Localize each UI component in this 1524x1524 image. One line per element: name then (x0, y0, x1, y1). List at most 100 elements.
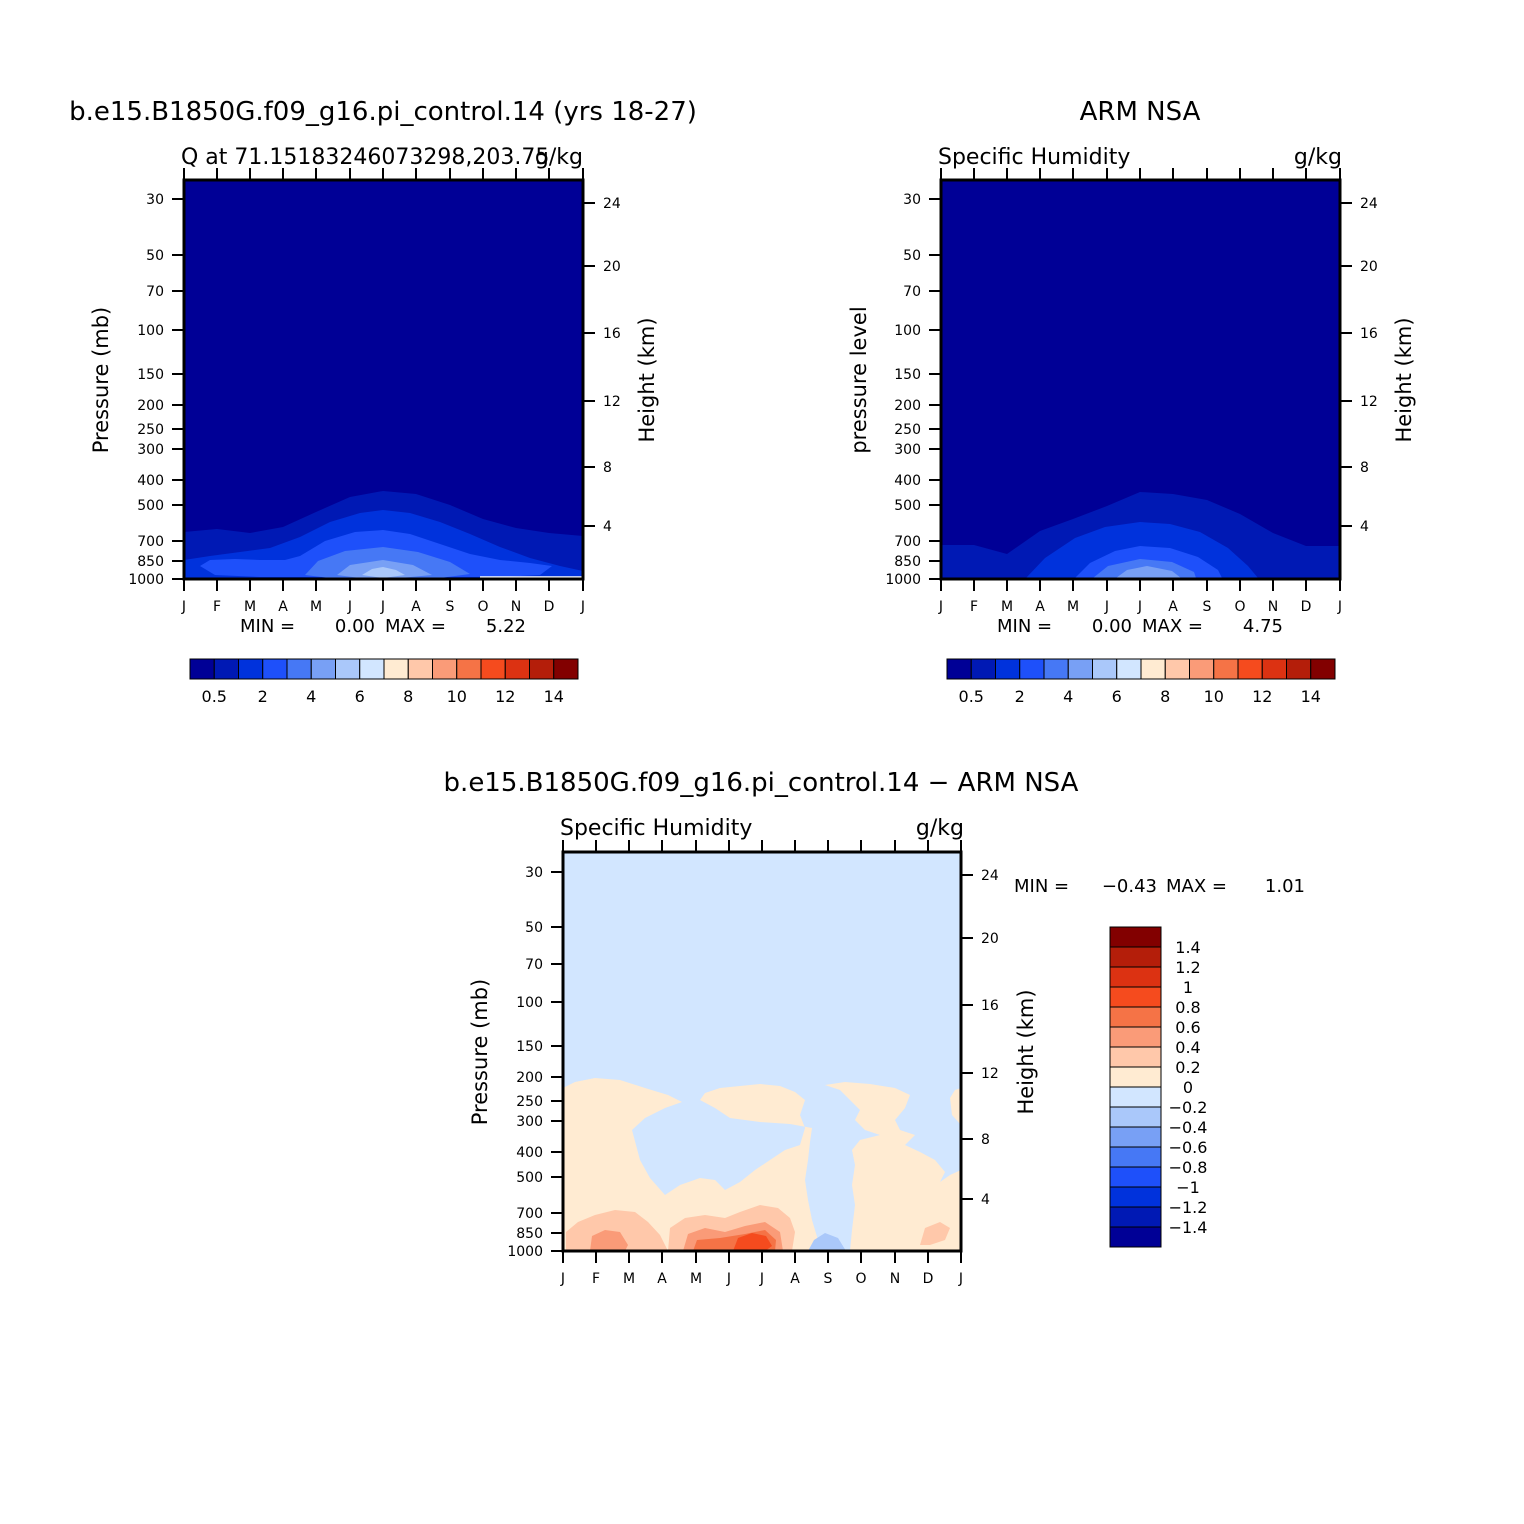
svg-text:12: 12 (981, 1066, 999, 1082)
tick-p-200: 200 (516, 1070, 563, 1086)
tick-p-850: 850 (894, 554, 941, 570)
svg-text:700: 700 (894, 534, 921, 550)
panel-model-y-label-right: Height (km) (635, 317, 659, 442)
tick-x-may: M (310, 168, 322, 615)
svg-text:S: S (446, 599, 455, 615)
svg-text:200: 200 (894, 398, 921, 414)
svg-text:24: 24 (981, 868, 999, 884)
cb-box-13 (1109, 1166, 1162, 1188)
contour-4-plus (1116, 566, 1181, 578)
tick-x-dec: D (923, 840, 934, 1287)
cb-box-15 (1286, 658, 1312, 680)
svg-text:200: 200 (137, 398, 164, 414)
panel-diff: b.e15.B1850G.f09_g16.pi_control.14 − ARM… (444, 768, 1305, 1287)
tick-x-feb: F (213, 168, 221, 615)
panel-diff-y-label: Pressure (mb) (468, 979, 492, 1126)
svg-text:D: D (923, 1271, 934, 1287)
svg-text:850: 850 (894, 554, 921, 570)
cb-box-07 (1092, 658, 1118, 680)
tick-x-jul: J (1137, 168, 1142, 615)
svg-text:J: J (938, 599, 943, 615)
svg-text:M: M (310, 599, 322, 615)
panel-model-plot (182, 178, 585, 581)
cb-box-16 (1109, 1226, 1162, 1248)
tick-h-4: 4 (1340, 519, 1369, 535)
svg-text:100: 100 (894, 323, 921, 339)
svg-text:D: D (544, 599, 555, 615)
cb-box-05 (1109, 1006, 1162, 1028)
cb-label: 1.2 (1175, 958, 1200, 977)
cb-box-12 (456, 658, 482, 680)
tick-x-feb: F (970, 168, 978, 615)
panel-diff-stats: MIN = −0.43 MAX = 1.01 (1014, 876, 1305, 897)
cb-label: 0.2 (1175, 1058, 1200, 1077)
cb-label: 0.6 (1175, 1018, 1200, 1037)
tick-x-mar: M (1001, 168, 1013, 615)
min-label: MIN = (997, 616, 1052, 637)
tick-h-12: 12 (961, 1066, 999, 1082)
svg-text:J: J (181, 599, 186, 615)
cb-box-07 (335, 658, 361, 680)
tick-p-50: 50 (525, 920, 563, 936)
tick-x-jun: J (347, 168, 352, 615)
svg-text:250: 250 (516, 1094, 543, 1110)
svg-text:850: 850 (137, 554, 164, 570)
contour-0-0-2 (825, 1082, 961, 1251)
panel-obs-unit-string: g/kg (1294, 145, 1342, 170)
svg-text:4: 4 (981, 1192, 990, 1208)
tick-p-250: 250 (894, 422, 941, 438)
cb-label: −0.6 (1169, 1138, 1208, 1157)
svg-text:250: 250 (137, 422, 164, 438)
cb-label: 1.4 (1175, 938, 1200, 957)
tick-p-30: 30 (525, 865, 563, 881)
cb-box-04 (1019, 658, 1045, 680)
tick-p-30: 30 (146, 192, 184, 208)
panel-diff-title: b.e15.B1850G.f09_g16.pi_control.14 − ARM… (444, 768, 1079, 798)
cb-box-04 (1109, 986, 1162, 1008)
svg-text:8: 8 (603, 460, 612, 476)
svg-text:700: 700 (516, 1206, 543, 1222)
svg-text:S: S (1203, 599, 1212, 615)
svg-text:A: A (411, 599, 421, 615)
tick-x-jan: J (560, 840, 565, 1287)
panel-diff-y-axis-right: 4 8 12 16 20 24 Height (km) (961, 868, 1038, 1208)
svg-text:300: 300 (516, 1114, 543, 1130)
tick-x-jun: J (726, 840, 731, 1287)
panel-diff-left-string: Specific Humidity (560, 816, 752, 841)
tick-x-apr: A (657, 840, 667, 1287)
cb-box-12 (1213, 658, 1239, 680)
tick-h-8: 8 (961, 1132, 990, 1148)
panel-diff-x-axis: J F M A M J J A S O N D J (560, 840, 963, 1287)
contour-0-8-1 (733, 1233, 772, 1251)
cb-box-06 (1067, 658, 1093, 680)
svg-text:1000: 1000 (128, 572, 164, 588)
svg-text:J: J (726, 1271, 731, 1287)
svg-text:A: A (278, 599, 288, 615)
cb-label: 10 (1204, 687, 1224, 706)
panel-diff-y-axis-left: 30 50 70 100 150 200 250 300 400 500 700… (468, 865, 563, 1260)
min-label: MIN = (240, 616, 295, 637)
cb-box-11 (432, 658, 458, 680)
svg-text:30: 30 (903, 192, 921, 208)
tick-x-feb: F (592, 840, 600, 1287)
panel-obs: ARM NSA Specific Humidity g/kg 30 50 70 … (847, 97, 1416, 706)
contour-0-4-0-6 (590, 1230, 628, 1251)
cb-label: 0.5 (202, 687, 227, 706)
svg-text:500: 500 (516, 1170, 543, 1186)
cb-box-16 (1310, 658, 1336, 680)
cb-label: 8 (1160, 687, 1170, 706)
panel-obs-y-axis-right: 4 8 12 16 20 24 Height (km) (1340, 196, 1416, 535)
tick-p-70: 70 (146, 284, 184, 300)
tick-x-jan: J (181, 168, 186, 615)
svg-text:30: 30 (525, 865, 543, 881)
cb-box-11 (1109, 1126, 1162, 1148)
tick-x-aug: A (411, 168, 421, 615)
tick-x-mar: M (244, 168, 256, 615)
panel-model-unit-string: g/kg (535, 145, 583, 170)
svg-text:F: F (970, 599, 978, 615)
tick-h-8: 8 (1340, 460, 1369, 476)
cb-label: 0.8 (1175, 998, 1200, 1017)
tick-x-mar: M (623, 840, 635, 1287)
tick-x-jan: J (938, 168, 943, 615)
